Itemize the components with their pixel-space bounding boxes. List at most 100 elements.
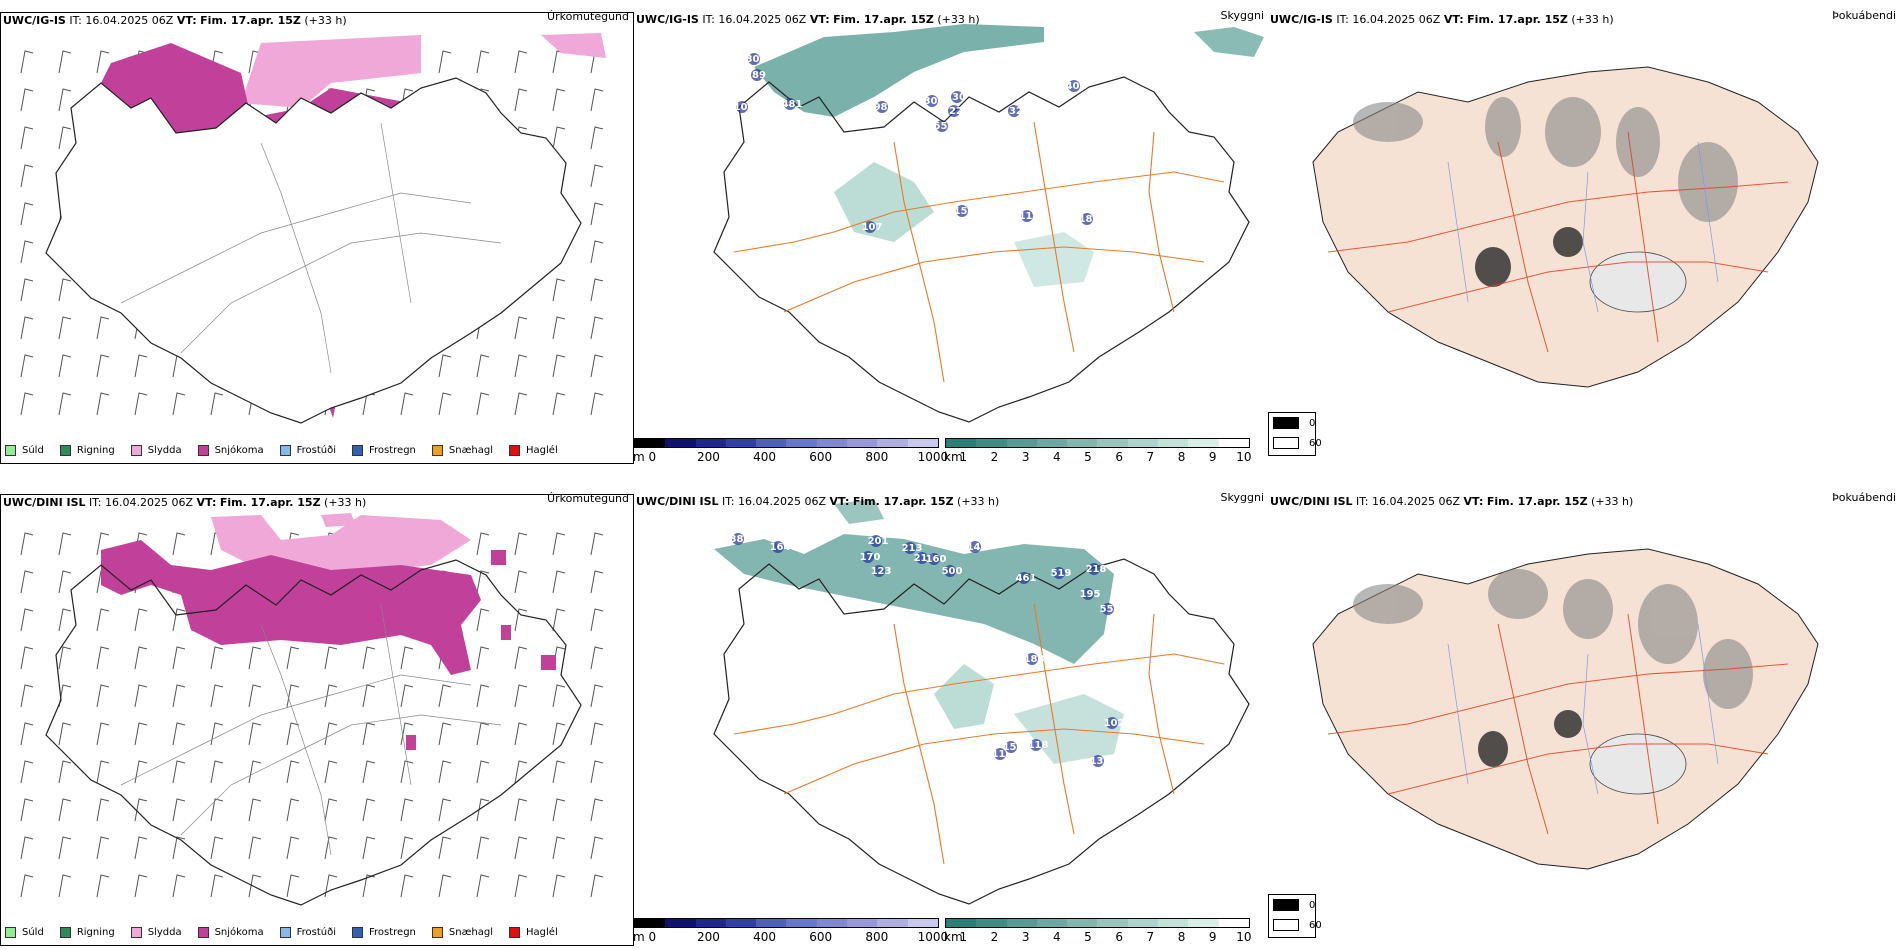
wind-barb [58,278,72,302]
legend-item: Frostúði [279,444,336,456]
wind-barb [58,126,72,150]
scale-ticks: 0 200 400 600 800 1000 [634,448,948,464]
visibility-map: 302 89 481 104 986 300 22 552 30 32 402 107 153 116 18… [713,24,1264,423]
scale-tick-label: 10 [1236,450,1252,464]
legend-label: Snæhagl [448,444,494,456]
visibility-marker [1026,653,1038,665]
scale-tick-label: 1 [959,930,968,944]
scale-tick-label: 9 [1208,930,1217,944]
wind-barb [590,684,604,708]
wind-barb [362,684,376,708]
model-name: UWC/DINI ISL [3,496,86,509]
wind-barb [476,722,490,746]
scale-cell [877,439,908,447]
scale-tick-label: 0 [648,450,657,464]
visibility-scale: 1 2 3 4 5 6 7 8 9 10 km [944,438,1252,468]
visibility-marker [1082,588,1094,600]
wind-barb [20,532,34,556]
legend-label: Snjókoma [214,444,264,456]
visibility-marker [1088,563,1100,575]
wind-barb [172,684,186,708]
wind-barb [514,570,528,594]
cloud-map [1312,548,1819,870]
valid-time: Fim. 17.apr. 15Z [219,496,321,509]
wind-barb [210,874,224,898]
wind-barb [58,722,72,746]
scale-cell [1036,919,1068,927]
wind-barb [552,874,566,898]
legend-label: Haglél [526,444,558,456]
visibility-label: 186 [1079,214,1100,225]
scale-cell [725,439,757,447]
wind-barb [514,532,528,556]
scale-tick-label: 0 [648,930,657,944]
scale-ticks: 0 200 400 600 800 1000 [634,928,948,944]
wind-barb [514,722,528,746]
cloud-legend-label: 60 [1309,919,1322,931]
scale-cell [1127,439,1159,447]
visibility-marker [944,565,956,577]
visibility-label: 302 [746,54,767,65]
legend-swatch [130,444,142,456]
visibility-label: 213 [902,543,923,554]
wind-barb [324,684,338,708]
visibility-marker [969,541,981,553]
legend-item: Snæhagl [431,926,493,938]
precip-legend: Súld Rigning Slydda Snjókoma Frostúði Frostre… [5,925,558,939]
valid-time: Fim. 17.apr. 15Z [200,14,301,27]
scale-tick-label: 5 [1084,450,1092,464]
visibility-label: 519 [1051,568,1072,579]
wind-barb [362,722,376,746]
cloud-legend-item: 0 [1273,417,1315,429]
scale-cell [665,439,696,447]
visibility-marker [862,551,874,563]
wind-barb [134,836,148,860]
wind-barb [514,874,528,898]
wind-barb [476,646,490,670]
wind-barb [58,684,72,708]
wind-barb [20,316,34,340]
wind-barb [400,874,414,898]
wind-barb [96,354,110,378]
wind-barb [134,874,148,898]
visibility-label: 552 [934,121,955,132]
wind-barb [20,836,34,860]
scale-tick-label: 400 [753,930,776,944]
visibility-marker [772,541,784,553]
wind-barb [248,646,262,670]
wind-barb [514,354,528,378]
visibility-marker [1092,755,1104,767]
elevation-scale: 0 200 400 600 800 1000 m [633,438,948,468]
wind-barb [58,646,72,670]
wind-barb [20,608,34,632]
visibility-label: 102 [1104,718,1125,729]
wind-barb [590,88,604,112]
visibility-marker [936,120,948,132]
legend-item: Súld [5,926,44,938]
wind-barb [134,684,148,708]
visibility-marker [1005,741,1017,753]
wind-barb [96,608,110,632]
scale-colorbar [634,438,939,448]
legend-swatch [279,926,291,938]
elevation-scale: 0 200 400 600 800 1000 m [633,918,948,948]
visibility-marker [736,101,748,113]
scale-tick-label: 400 [753,450,776,464]
wind-barb [590,202,604,226]
wind-barb [324,836,338,860]
issue-time: 16.04.2025 06Z [1372,495,1461,508]
legend-label: Rigning [76,926,115,938]
precip-type-panel-row2: UWC/DINI ISL IT: 16.04.2025 06Z VT: Fim.… [0,492,634,946]
visibility-label: 218 [1086,564,1107,575]
wind-barb [210,760,224,784]
legend-swatch [59,926,71,938]
wind-barb [20,354,34,378]
snow-areas [101,540,556,750]
wind-barb [286,874,300,898]
legend-item: Slydda [130,926,182,938]
visibility-label: 146 [967,542,988,553]
scale-tick-label: 3 [1021,450,1030,464]
wind-barb [514,88,528,112]
scale-cell [1158,439,1189,447]
scale-cell [1218,919,1249,927]
